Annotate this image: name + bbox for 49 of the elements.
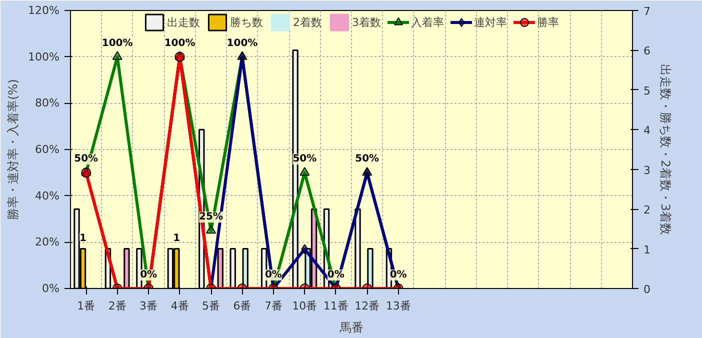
- y-tick-label: 60%: [35, 143, 60, 156]
- y2-tick-label: 6: [644, 44, 650, 58]
- y-tick-label: 20%: [35, 236, 60, 249]
- y-tick-label: 120%: [28, 4, 60, 17]
- x-tick-label: 1番: [77, 300, 96, 312]
- y2-axis-title: 出走数・勝ち数・2着数・3着数: [658, 64, 672, 236]
- data-label: 100%: [164, 38, 196, 49]
- data-label: 100%: [102, 38, 133, 49]
- y-tick-label: 100%: [28, 50, 60, 64]
- x-tick-label: 10番: [292, 300, 318, 312]
- x-tick-label: 6番: [233, 300, 252, 312]
- x-tick-label: 5番: [202, 300, 220, 312]
- data-label: 50%: [292, 154, 317, 165]
- x-axis-title: 馬番: [338, 320, 364, 334]
- legend-label: 勝率: [537, 14, 559, 30]
- legend-label: 出走数: [167, 14, 200, 30]
- y-tick-label: 0%: [42, 282, 60, 295]
- legend-label: 入着率: [411, 14, 444, 30]
- y2-tick-label: 3: [644, 164, 650, 177]
- y2-tick-label: 4: [644, 124, 650, 138]
- y2-tick-label: 1: [644, 243, 650, 256]
- x-tick-label: 2番: [108, 300, 126, 312]
- y2-tick-label: 7: [644, 5, 650, 18]
- y2-tick-label: 5: [644, 84, 650, 98]
- data-label: 0%: [140, 270, 158, 280]
- y-axis-title: 勝率・連対率・入着率(%): [6, 79, 20, 220]
- x-tick-label: 7番: [264, 300, 282, 312]
- data-label: 100%: [226, 38, 258, 49]
- data-label: 50%: [74, 154, 98, 165]
- legend-label: 3着数: [352, 14, 381, 30]
- legend-label: 連対率: [474, 14, 507, 30]
- data-label: 1: [173, 232, 180, 244]
- y-tick-label: 40%: [35, 189, 60, 202]
- data-label: 50%: [355, 154, 380, 165]
- data-label: 25%: [199, 212, 223, 223]
- x-tick-label: 13番: [386, 300, 411, 312]
- x-tick-label: 3番: [140, 300, 158, 312]
- data-label: 0%: [264, 270, 282, 280]
- y-tick-label: 80%: [35, 96, 60, 110]
- legend-label: 2着数: [293, 14, 322, 30]
- x-tick-label: 12番: [354, 300, 380, 312]
- x-tick-label: 11番: [323, 300, 348, 312]
- x-tick-label: 4番: [170, 300, 189, 312]
- data-label: 0%: [327, 270, 344, 280]
- data-label: 1: [80, 232, 87, 244]
- data-label: 0%: [390, 270, 407, 280]
- legend-label: 勝ち数: [230, 14, 263, 30]
- y2-tick-label: 2: [644, 204, 650, 217]
- y2-tick-label: 0: [644, 283, 650, 296]
